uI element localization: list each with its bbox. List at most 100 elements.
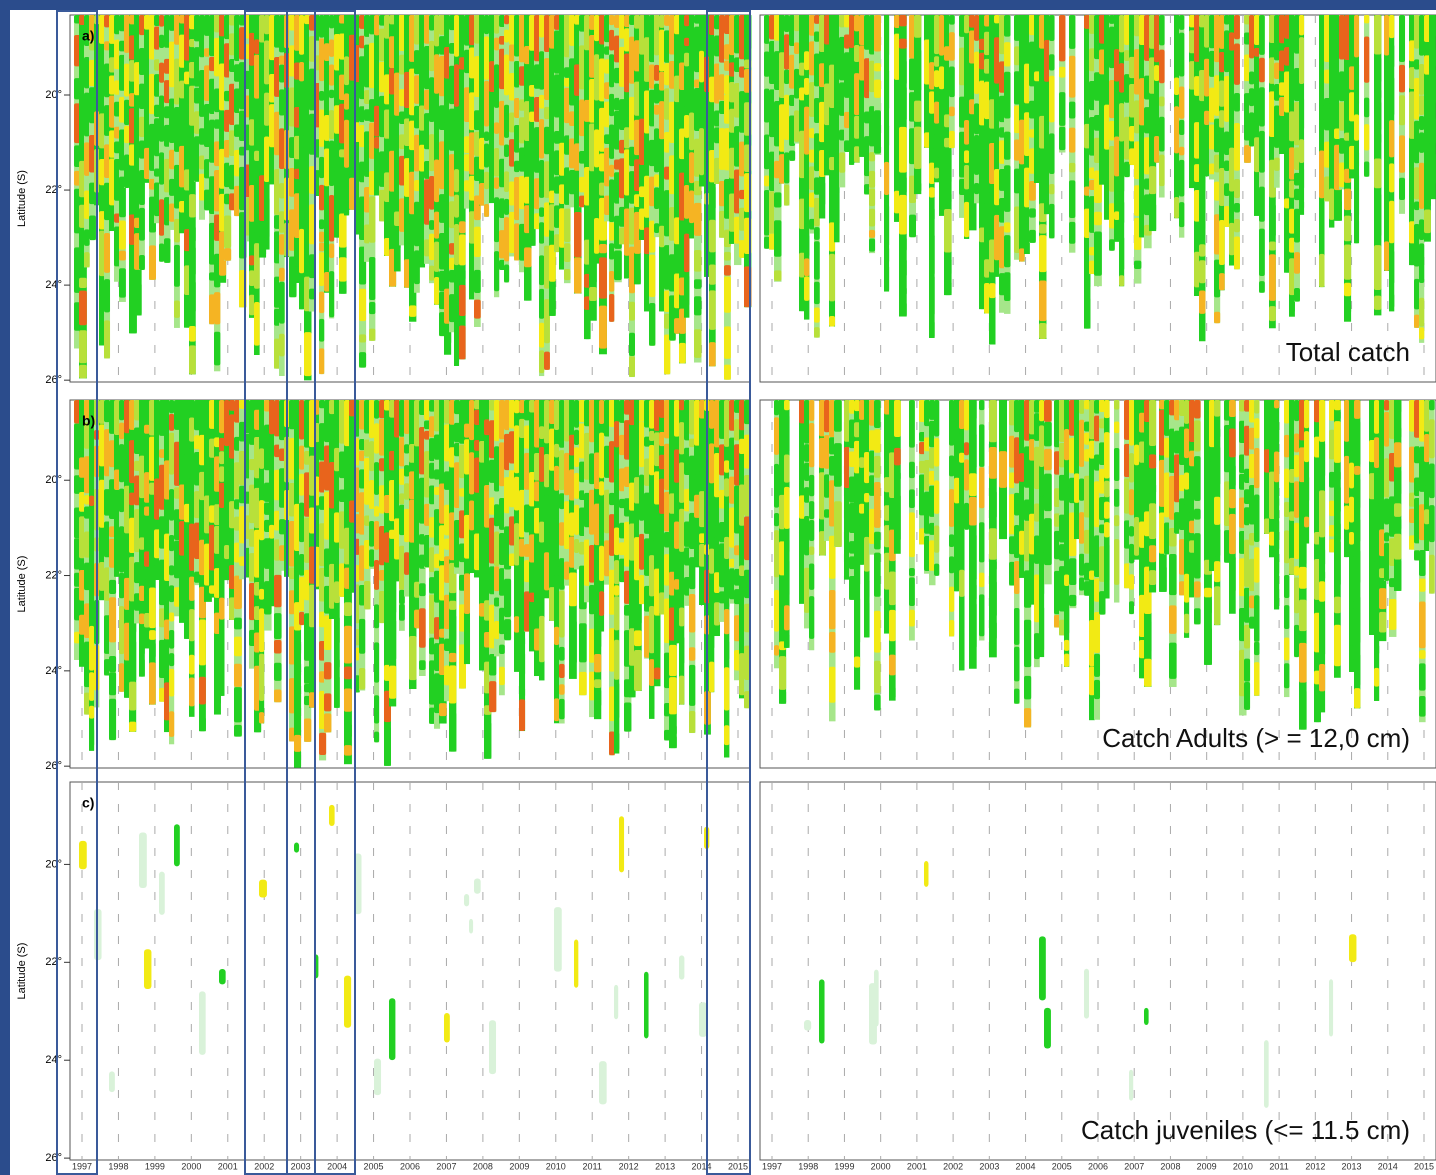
heat-cell <box>449 665 457 704</box>
heat-cell <box>149 630 156 640</box>
heat-cell <box>1134 480 1140 505</box>
heat-cell <box>459 81 466 103</box>
heat-cell <box>1004 131 1011 160</box>
heat-cell <box>494 566 500 592</box>
heat-cell <box>814 307 820 323</box>
heat-cell <box>1339 102 1345 131</box>
heat-cell <box>144 15 151 30</box>
heat-cell <box>114 446 121 464</box>
heat-cell <box>259 400 265 442</box>
heat-cell <box>599 1061 607 1105</box>
heat-cell <box>1219 140 1225 161</box>
heat-cell <box>344 56 350 86</box>
heat-cell <box>274 640 282 654</box>
heat-cell <box>529 177 536 218</box>
heat-cell <box>564 78 571 87</box>
heat-cell <box>174 400 181 430</box>
heat-cell <box>399 468 405 485</box>
heat-cell <box>979 594 985 637</box>
heat-cell <box>864 601 870 638</box>
heat-cell <box>329 541 335 561</box>
heat-cell <box>1124 74 1130 103</box>
heat-cell <box>1299 200 1305 210</box>
heat-cell <box>764 175 770 187</box>
heat-cell <box>1229 428 1236 458</box>
heat-cell <box>864 493 870 503</box>
heat-cell <box>984 282 990 314</box>
heat-cell <box>969 496 977 526</box>
heat-cell <box>814 327 820 338</box>
heat-cell <box>514 15 520 57</box>
heat-cell <box>394 211 401 227</box>
heat-cell <box>1244 624 1251 649</box>
heat-cell <box>999 451 1007 488</box>
heat-cell <box>824 474 830 498</box>
heat-cell <box>1199 136 1206 184</box>
heat-cell <box>1069 180 1076 218</box>
heat-cell <box>519 699 526 732</box>
heat-cell <box>484 143 490 168</box>
heat-cell <box>84 641 91 688</box>
heat-cell <box>1349 429 1355 451</box>
heat-cell <box>139 254 145 271</box>
heat-cell <box>84 603 91 639</box>
heat-cell <box>224 15 232 261</box>
heat-cell <box>219 466 225 482</box>
heat-cell <box>929 420 936 448</box>
heat-cell <box>159 400 167 702</box>
heat-cell <box>164 238 171 263</box>
heat-cell <box>504 29 510 43</box>
heat-cell <box>564 87 571 124</box>
heat-cell <box>514 160 520 173</box>
heat-cell <box>1254 400 1260 414</box>
heat-cell <box>1069 55 1076 98</box>
heat-cell <box>949 130 955 149</box>
heat-cell <box>559 646 565 661</box>
heat-cell <box>1144 1007 1149 1026</box>
heat-cell <box>99 562 105 591</box>
heat-cell <box>814 53 820 87</box>
heat-cell <box>1229 556 1236 592</box>
heat-cell <box>494 446 500 492</box>
heat-cell <box>1179 159 1185 197</box>
heat-cell <box>784 538 790 554</box>
heat-cell <box>214 292 221 325</box>
heat-cell <box>614 421 620 448</box>
heat-cell <box>1429 419 1435 459</box>
heat-cell <box>1129 489 1135 516</box>
heat-cell <box>324 43 330 62</box>
heat-cell <box>799 180 806 190</box>
heat-cell <box>1244 15 1251 163</box>
heat-cell <box>1079 419 1085 467</box>
heat-cell <box>489 15 496 60</box>
heat-cell <box>1304 400 1310 544</box>
heat-cell <box>614 476 620 523</box>
heat-cell <box>1319 664 1326 692</box>
heat-cell <box>689 112 695 151</box>
heat-cell <box>369 196 376 243</box>
heat-cell <box>929 207 935 221</box>
heat-cell <box>914 49 922 92</box>
x-tick-label: 2006 <box>400 1161 420 1171</box>
heat-cell <box>279 545 286 561</box>
heat-cell <box>389 570 397 614</box>
heat-cell <box>569 620 577 664</box>
heat-cell <box>1394 503 1402 517</box>
heat-cell <box>329 89 335 99</box>
heat-cell <box>419 44 426 66</box>
heat-cell <box>679 400 685 705</box>
heat-cell <box>509 181 516 206</box>
heat-cell <box>359 400 366 691</box>
heat-cell <box>1349 555 1355 603</box>
heat-cell <box>539 119 545 159</box>
heat-cell <box>139 455 145 499</box>
heat-cell <box>784 454 790 483</box>
heat-cell <box>679 558 685 602</box>
heat-cell <box>1104 400 1110 419</box>
heat-cell <box>524 452 531 490</box>
heat-cell <box>239 450 246 486</box>
heat-cell <box>1049 15 1055 42</box>
heat-cell <box>989 99 996 129</box>
heat-cell <box>824 400 830 433</box>
heat-cell <box>589 628 595 663</box>
